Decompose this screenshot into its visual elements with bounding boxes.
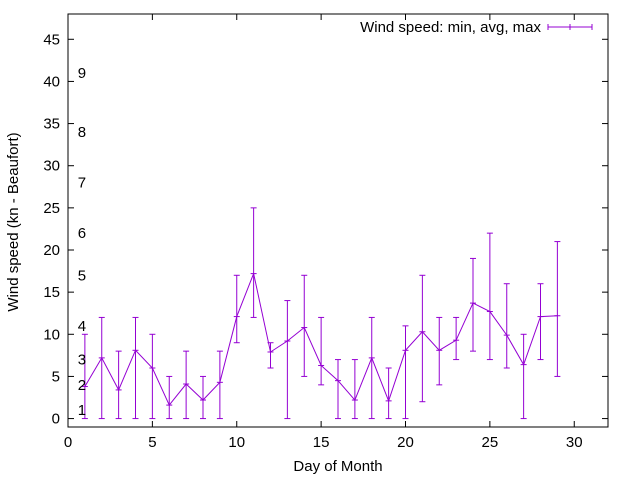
beaufort-label: 3 — [78, 352, 86, 369]
x-tick-label: 25 — [482, 434, 499, 451]
y-axis-label: Wind speed (kn - Beaufort) — [5, 132, 22, 311]
data-series — [81, 207, 561, 420]
plot-area — [67, 13, 609, 428]
y-tick-label: 30 — [43, 158, 60, 175]
beaufort-label: 1 — [78, 402, 86, 419]
legend-label: Wind speed: min, avg, max — [360, 19, 541, 36]
x-axis-label: Day of Month — [293, 458, 382, 475]
y-tick-label: 45 — [43, 31, 60, 48]
y-tick-label: 25 — [43, 200, 60, 217]
beaufort-annotations: 1 2 3 4 5 6 7 8 9 — [78, 65, 86, 419]
x-tick-label: 15 — [313, 434, 330, 451]
y-tick-label: 0 — [52, 411, 60, 428]
beaufort-label: 8 — [78, 124, 86, 141]
x-tick-label: 30 — [566, 434, 583, 451]
x-tick-label: 5 — [148, 434, 156, 451]
y-tick-label: 10 — [43, 326, 60, 343]
y-tick-label: 40 — [43, 73, 60, 90]
y-tick-label: 15 — [43, 284, 60, 301]
beaufort-label: 9 — [78, 65, 86, 82]
beaufort-label: 2 — [78, 377, 86, 394]
plot-border — [67, 13, 609, 428]
x-tick-label: 20 — [397, 434, 414, 451]
x-tick-label: 0 — [64, 434, 72, 451]
y-tick-label: 35 — [43, 116, 60, 133]
beaufort-label: 7 — [78, 175, 86, 192]
y-tick-label: 5 — [52, 368, 60, 385]
legend: Wind speed: min, avg, max — [360, 19, 593, 36]
beaufort-label: 5 — [78, 267, 86, 284]
y-tick-label: 20 — [43, 242, 60, 259]
beaufort-label: 4 — [78, 318, 86, 335]
beaufort-label: 6 — [78, 225, 86, 242]
x-tick-label: 10 — [228, 434, 245, 451]
